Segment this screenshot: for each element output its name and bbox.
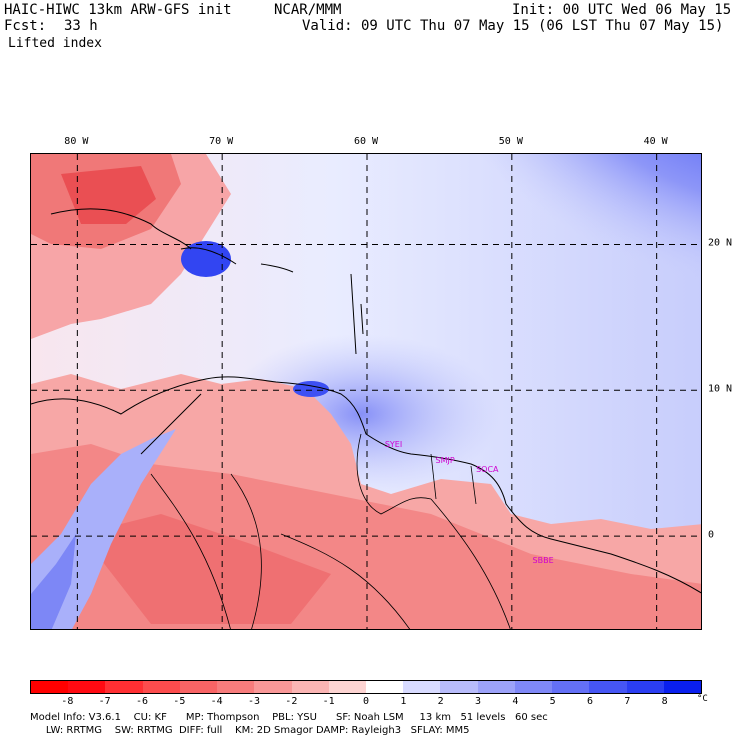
colorbar-segment — [179, 681, 218, 693]
colorbar-tick-label: -3 — [247, 696, 261, 707]
site-label: SBBE — [532, 555, 554, 565]
colorbar-tick-label: -7 — [98, 696, 111, 707]
latitude-label: 0 — [708, 529, 715, 541]
colorbar-segment — [589, 681, 627, 693]
site-label: SMJP — [435, 456, 455, 466]
colorbar — [30, 680, 702, 694]
site-label: SYEI — [384, 440, 403, 450]
colorbar-segment — [514, 681, 553, 693]
colorbar-segment — [105, 681, 143, 693]
longitude-label: 50 W — [498, 136, 523, 147]
colorbar-segment — [440, 681, 478, 693]
colorbar-tick-label: -1 — [322, 696, 335, 707]
colorbar-unit: °C — [697, 694, 708, 704]
latitude-label: 10 N — [708, 383, 733, 395]
colorbar-tick-label: 4 — [512, 696, 519, 707]
graticule — [31, 154, 701, 629]
colorbar-segment — [552, 681, 590, 693]
colorbar-segment — [663, 681, 701, 693]
coastlines — [31, 208, 701, 594]
longitude-label: 70 W — [209, 136, 234, 147]
longitude-label: 80 W — [64, 136, 89, 147]
colorbar-tick-label: 8 — [661, 696, 668, 707]
colorbar-tick-label: 2 — [437, 696, 444, 707]
colorbar-tick-label: 6 — [586, 696, 594, 707]
colorbar-tick-label: -2 — [285, 696, 298, 707]
forecast-label: Fcst: — [4, 18, 47, 34]
colorbar-segment — [142, 681, 180, 693]
model-info-line1: Model Info: V3.6.1 CU: KF MP: Thompson P… — [30, 712, 548, 723]
colorbar-segment — [403, 681, 441, 693]
longitude-label: 60 W — [353, 136, 379, 147]
colorbar-segment — [68, 681, 106, 693]
colorbar-tick-label: -4 — [210, 696, 223, 707]
colorbar-tick-label: 7 — [624, 696, 631, 707]
colorbar-segment — [254, 681, 292, 693]
colorbar-segment — [477, 681, 515, 693]
hispaniola-blue-patch — [181, 241, 231, 277]
country-borders — [150, 433, 511, 629]
colorbar-segment — [328, 681, 366, 693]
forecast-hour: 33 h — [64, 18, 98, 34]
colorbar-tick-label: -6 — [135, 696, 149, 707]
colorbar-tick-label: -5 — [173, 696, 186, 707]
model-info-line2: LW: RRTMG SW: RRTMG DIFF: full KM: 2D Sm… — [30, 725, 470, 736]
valid-time: Valid: 09 UTC Thu 07 May 15 (06 LST Thu … — [302, 18, 724, 34]
latitude-label: 20 N — [708, 237, 733, 249]
init-time: Init: 00 UTC Wed 06 May 15 — [512, 2, 732, 18]
colorbar-tick-label: 0 — [362, 696, 370, 707]
longitude-label: 40 W — [643, 136, 668, 147]
model-title: HAIC-HIWC 13km ARW-GFS init — [4, 2, 232, 18]
map-canvas — [31, 154, 701, 629]
site-label: SOCA — [476, 465, 499, 475]
colorbar-segment — [31, 681, 69, 693]
center-label: NCAR/MMM — [274, 2, 342, 18]
colorbar-tick-label: -8 — [61, 696, 74, 707]
colorbar-tick-label: 1 — [400, 696, 407, 707]
colorbar-tick-label: 3 — [474, 696, 482, 707]
colorbar-segment — [291, 681, 329, 693]
lifted-index-map — [30, 153, 702, 630]
colorbar-segment — [365, 681, 404, 693]
field-name: Lifted index — [8, 36, 102, 51]
colorbar-tick-label: 5 — [549, 696, 556, 707]
colorbar-segment — [626, 681, 664, 693]
colorbar-segment — [217, 681, 255, 693]
